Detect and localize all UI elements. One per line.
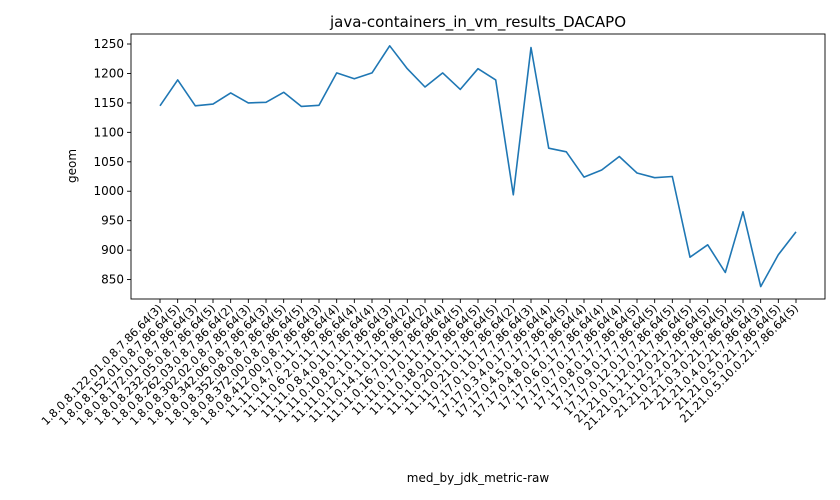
y-tick-label: 1200: [93, 66, 124, 80]
y-tick-label: 850: [101, 273, 124, 287]
plot-area-frame: [130, 33, 826, 300]
chart-title: java-containers_in_vm_results_DACAPO: [329, 13, 626, 32]
y-tick-label: 1250: [93, 37, 124, 51]
y-tick-label: 1050: [93, 155, 124, 169]
y-tick-label: 1100: [93, 125, 124, 139]
y-tick-label: 900: [101, 243, 124, 257]
y-axis-label: geom: [65, 149, 79, 183]
x-axis-label: med_by_jdk_metric-raw: [407, 471, 550, 485]
y-tick-label: 950: [101, 214, 124, 228]
y-axis-ticks: 850 900 950 1000 1050 1100 1150 1200 1250: [93, 37, 131, 287]
y-tick-label: 1000: [93, 184, 124, 198]
series-line: [159, 44, 797, 288]
x-axis-ticks: 1.8.0.8.122.01.0.8.7.86.64(3)1.8.0.8.152…: [39, 299, 801, 433]
y-tick-label: 1150: [93, 96, 124, 110]
